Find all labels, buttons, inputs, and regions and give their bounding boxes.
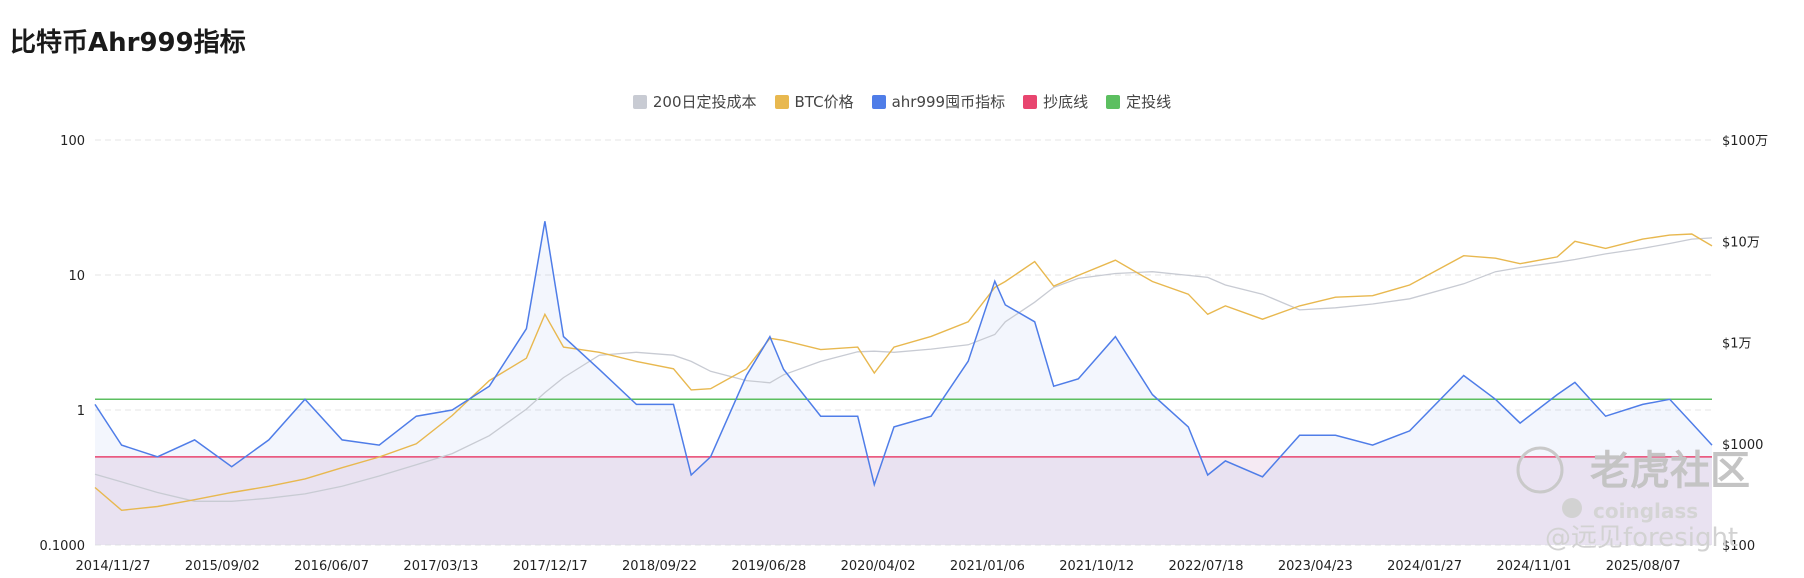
legend-swatch-ahr999 xyxy=(871,94,886,109)
x-tick-label: 2021/01/06 xyxy=(950,559,1025,574)
legend-swatch-bottom-line xyxy=(1023,94,1038,109)
legend-item-bottom-line[interactable]: 抄底线 xyxy=(1023,91,1088,112)
dca-cost-line xyxy=(94,237,1713,502)
tiger-watermark-text: 老虎社区 xyxy=(1590,448,1750,494)
y-right-tick-label: $10万 xyxy=(1722,235,1760,250)
author-watermark-text: @远见foresight xyxy=(1545,523,1738,553)
y-right-tick-label: $100万 xyxy=(1722,134,1768,149)
x-tick-label: 2016/06/07 xyxy=(294,559,369,574)
y-left-tick-label: 10 xyxy=(68,269,85,284)
legend-swatch-dca-cost xyxy=(632,94,647,109)
y-left-tick-label: 100 xyxy=(60,134,85,149)
legend-item-ahr999[interactable]: ahr999囤币指标 xyxy=(871,91,1006,112)
y-left-tick-label: 0.1000 xyxy=(40,539,86,554)
x-tick-label: 2024/01/27 xyxy=(1387,559,1462,574)
legend-label-bottom-line: 抄底线 xyxy=(1043,93,1089,111)
legend-swatch-dca-line xyxy=(1106,94,1121,109)
x-tick-label: 2025/08/07 xyxy=(1606,559,1681,574)
x-tick-label: 2022/07/18 xyxy=(1169,559,1244,574)
legend-item-dca-cost[interactable]: 200日定投成本 xyxy=(632,91,757,112)
y-right-tick-label: $100 xyxy=(1722,539,1755,554)
x-tick-label: 2020/04/02 xyxy=(841,559,916,574)
coinglass-watermark-text: coinglass xyxy=(1593,499,1698,523)
legend-item-dca-line[interactable]: 定投线 xyxy=(1106,91,1171,112)
x-tick-label: 2017/03/13 xyxy=(403,559,478,574)
legend-label-dca-line: 定投线 xyxy=(1126,93,1172,111)
x-tick-label: 2015/09/02 xyxy=(185,559,260,574)
page-title: 比特币Ahr999指标 xyxy=(10,28,246,58)
x-tick-label: 2017/12/17 xyxy=(513,559,588,574)
legend-label-btc-price: BTC价格 xyxy=(794,93,854,111)
tiger-logo-mark xyxy=(1516,446,1564,494)
y-left-tick-label: 1 xyxy=(77,404,85,419)
x-tick-label: 2024/11/01 xyxy=(1496,559,1571,574)
legend-label-ahr999: ahr999囤币指标 xyxy=(891,93,1006,111)
x-tick-label: 2021/10/12 xyxy=(1059,559,1134,574)
coinglass-logo-mark xyxy=(1562,498,1582,518)
btc-price-line xyxy=(94,233,1713,512)
legend-label-dca-cost: 200日定投成本 xyxy=(652,93,757,111)
y-right-tick-label: $1000 xyxy=(1722,438,1763,453)
bottom-zone-fill xyxy=(95,456,1712,545)
ahr999-line xyxy=(94,221,1713,488)
x-tick-label: 2019/06/28 xyxy=(731,559,806,574)
x-tick-label: 2018/09/22 xyxy=(622,559,697,574)
legend-item-btc-price[interactable]: BTC价格 xyxy=(774,91,854,112)
x-tick-label: 2014/11/27 xyxy=(76,559,151,574)
ahr999-area xyxy=(95,221,1712,546)
x-tick-label: 2023/04/23 xyxy=(1278,559,1353,574)
legend-swatch-btc-price xyxy=(774,94,789,109)
chart-legend: 200日定投成本 BTC价格 ahr999囤币指标 抄底线 定投线 xyxy=(0,91,1804,112)
y-right-tick-label: $1万 xyxy=(1722,337,1752,352)
